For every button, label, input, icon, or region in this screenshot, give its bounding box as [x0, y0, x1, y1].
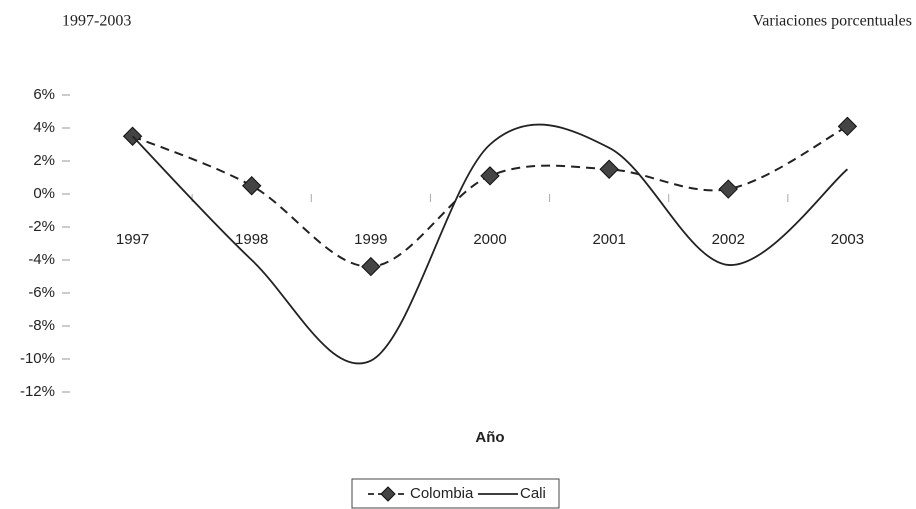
y-tick-label: -2% — [28, 218, 55, 235]
y-tick-label: -4% — [28, 251, 55, 268]
x-tick-label: 2003 — [831, 231, 864, 248]
x-tick-label: 1997 — [116, 231, 149, 248]
point-marker — [837, 116, 858, 137]
x-tick-label: 2000 — [473, 231, 506, 248]
series-line — [131, 123, 848, 365]
y-tick-label: -6% — [28, 284, 55, 301]
point-marker — [242, 176, 262, 196]
point-marker — [480, 166, 500, 186]
legend-box — [351, 478, 560, 509]
subtitle-left: 1997-2003 — [62, 13, 131, 30]
y-tick-label: 6% — [33, 86, 55, 103]
y-tick-label: 4% — [33, 119, 55, 136]
legend-marker — [380, 486, 396, 502]
legend-label: Colombia — [410, 485, 474, 502]
y-tick-label: -12% — [20, 383, 55, 400]
y-tick-label: -8% — [28, 317, 55, 334]
x-tick-label: 2002 — [712, 231, 745, 248]
legend-label: Cali — [520, 485, 546, 502]
point-marker — [718, 179, 738, 199]
x-tick-label: 1999 — [354, 231, 387, 248]
x-axis-label: Año — [475, 429, 504, 446]
x-tick-label: 1998 — [235, 231, 268, 248]
y-tick-label: 0% — [33, 185, 55, 202]
point-marker — [599, 159, 619, 179]
y-tick-label: -10% — [20, 350, 55, 367]
x-tick-label: 2001 — [592, 231, 625, 248]
subtitle-right: Variaciones porcentuales — [753, 13, 912, 30]
y-tick-label: 2% — [33, 152, 55, 169]
point-marker — [361, 256, 381, 277]
